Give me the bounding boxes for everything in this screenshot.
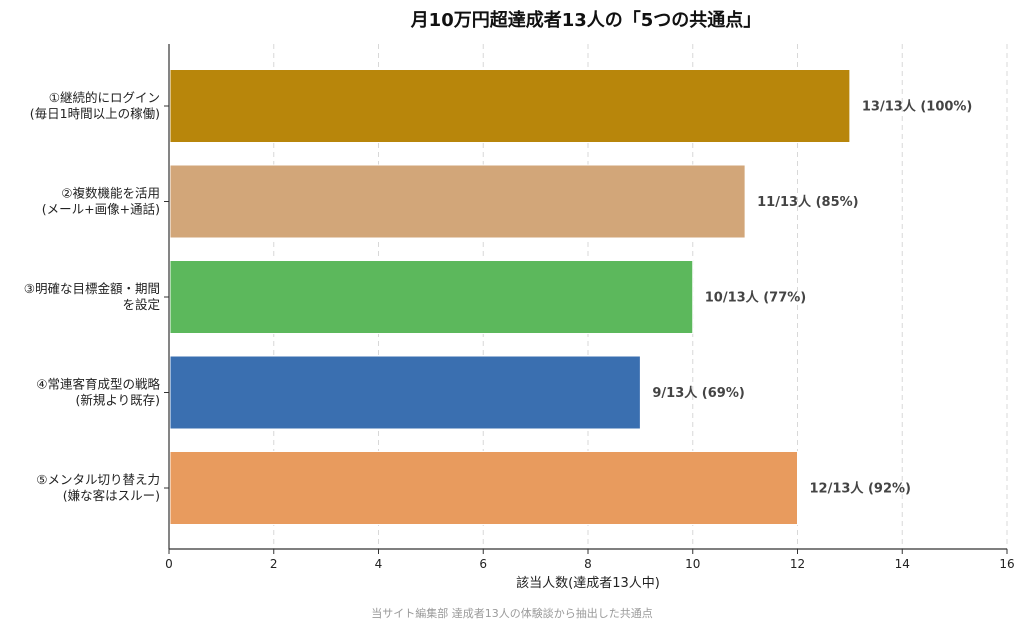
bar <box>169 69 851 143</box>
x-tick-label: 12 <box>790 557 805 571</box>
category-label: を設定 <box>122 297 160 312</box>
category-label: ⑤メンタル切り替え力 <box>36 472 160 487</box>
x-axis-title: 該当人数(達成者13人中) <box>516 575 660 591</box>
bar <box>169 451 798 525</box>
bar-value-label: 13/13人 (100%) <box>862 99 973 115</box>
bar-value-label: 9/13人 (69%) <box>652 385 744 401</box>
category-label: ①継続的にログイン <box>49 90 160 105</box>
bar <box>169 260 694 334</box>
x-tick-label: 16 <box>999 557 1014 571</box>
category-label: ③明確な目標金額・期間 <box>24 281 160 296</box>
bar-value-label: 11/13人 (85%) <box>757 194 858 210</box>
x-tick-label: 8 <box>584 557 592 571</box>
x-tick-label: 10 <box>685 557 700 571</box>
category-label: ④常連客育成型の戦略 <box>36 377 160 392</box>
category-label: ②複数機能を活用 <box>61 186 160 201</box>
x-tick-label: 14 <box>895 557 910 571</box>
bar <box>169 164 746 239</box>
bar-value-label: 10/13人 (77%) <box>705 290 806 306</box>
bar-value-label: 12/13人 (92%) <box>810 481 911 497</box>
value-labels: 13/13人 (100%) 11/13人 (85%) 10/13人 (77%) 9/1… <box>652 99 972 497</box>
bars <box>169 69 851 525</box>
chart-title: 月10万円超達成者13人の「5つの共通点」 <box>410 9 762 31</box>
category-label: (嫌な客はスルー) <box>63 488 160 503</box>
x-ticks: 0 2 4 6 8 10 12 14 16 <box>164 105 1015 571</box>
x-tick-label: 2 <box>270 557 278 571</box>
category-labels: ①継続的にログイン(毎日1時間以上の稼働) ②複数機能を活用(メール+画像+通話)… <box>24 90 161 503</box>
x-tick-label: 4 <box>375 557 383 571</box>
category-label: (新規より既存) <box>75 393 160 408</box>
x-tick-label: 0 <box>165 557 173 571</box>
category-label: (毎日1時間以上の稼働) <box>30 106 160 121</box>
footnote: 当サイト編集部 達成者13人の体験談から抽出した共通点 <box>371 606 653 620</box>
x-tick-label: 6 <box>479 557 487 571</box>
bar <box>169 355 641 430</box>
category-label: (メール+画像+通話) <box>42 202 160 217</box>
